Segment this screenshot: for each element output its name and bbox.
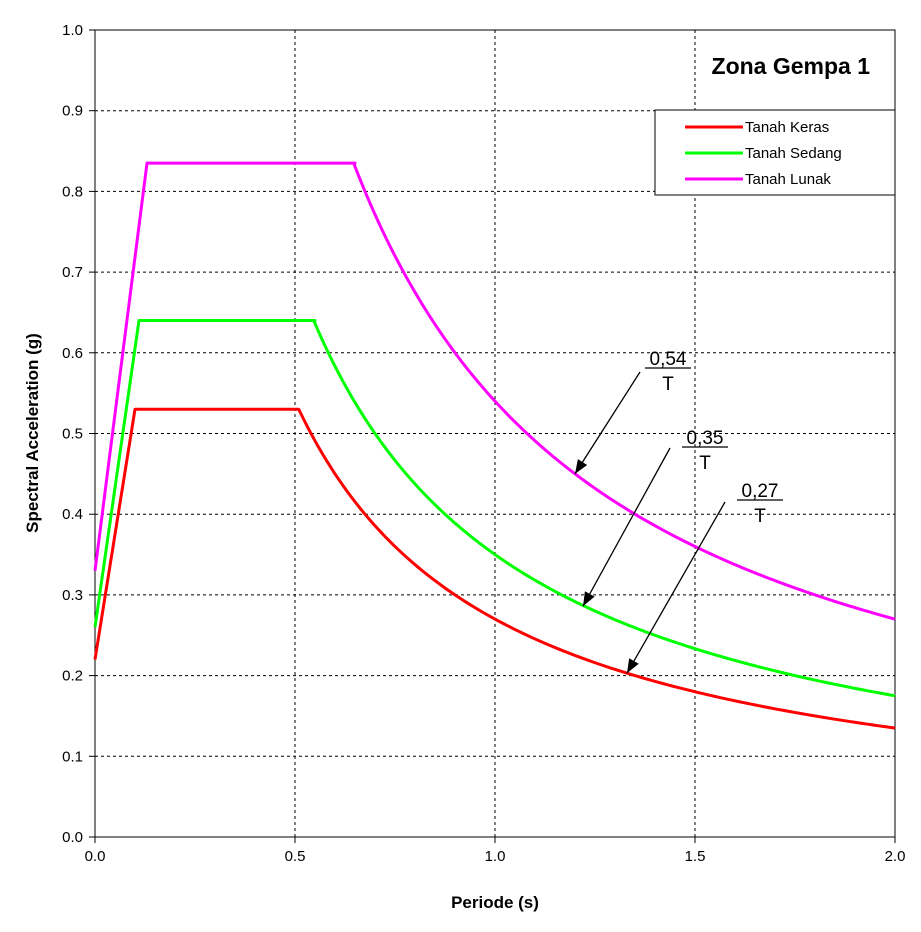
x-tick-label: 2.0 (885, 848, 906, 865)
y-tick-label: 0.1 (62, 748, 83, 765)
annotation-arrow-head (627, 658, 639, 674)
annotation-denominator: T (699, 453, 711, 474)
y-tick-label: 0.6 (62, 345, 83, 362)
chart-title: Zona Gempa 1 (712, 53, 871, 79)
annotation-arrow-line (574, 371, 641, 475)
series-line-tanah-sedang (93, 319, 896, 698)
y-tick-label: 0.3 (62, 587, 83, 604)
annotation-denominator: T (662, 374, 674, 395)
y-axis-title: Spectral Acceleration (g) (23, 333, 42, 533)
legend: Tanah Keras Tanah Sedang Tanah Lunak (654, 109, 896, 196)
annotation-arrow-line (582, 447, 671, 607)
y-tick-label: 0.4 (62, 506, 83, 523)
y-tick-label: 0.7 (62, 264, 83, 281)
annotation-denominator: T (754, 506, 766, 527)
legend-label: Tanah Keras (745, 119, 829, 136)
annotations: 0,54 T 0,35 T 0,27 T (574, 349, 783, 674)
series-lines (93, 161, 897, 730)
x-tick-label: 1.5 (685, 848, 706, 865)
x-tick-label: 1.0 (485, 848, 506, 865)
legend-label: Tanah Sedang (745, 145, 842, 162)
annotation-arrow-line (626, 501, 726, 674)
annotation-numerator: 0,35 (687, 428, 724, 449)
legend-label: Tanah Lunak (745, 171, 831, 188)
y-axis-ticks: 0.0 0.1 0.2 0.3 0.4 0.5 0.6 0.7 0.8 0.9 1.0 (62, 22, 95, 846)
y-tick-label: 0.9 (62, 103, 83, 120)
annotation-arrow-head (575, 459, 588, 474)
series-line-tanah-lunak (93, 161, 896, 621)
y-tick-label: 0.2 (62, 668, 83, 685)
series-line-tanah-keras (93, 407, 897, 730)
y-tick-label: 0.5 (62, 426, 83, 443)
x-axis-ticks: 0.0 0.5 1.0 1.5 2.0 (85, 837, 906, 865)
y-tick-label: 0.0 (62, 829, 83, 846)
x-axis-title: Periode (s) (451, 893, 539, 912)
y-tick-label: 0.8 (62, 183, 83, 200)
annotation-numerator: 0,54 (650, 349, 687, 370)
annotation-numerator: 0,27 (742, 481, 779, 502)
x-tick-label: 0.0 (85, 848, 106, 865)
y-tick-label: 1.0 (62, 22, 83, 39)
x-tick-label: 0.5 (285, 848, 306, 865)
annotation-arrow-head (583, 591, 595, 607)
